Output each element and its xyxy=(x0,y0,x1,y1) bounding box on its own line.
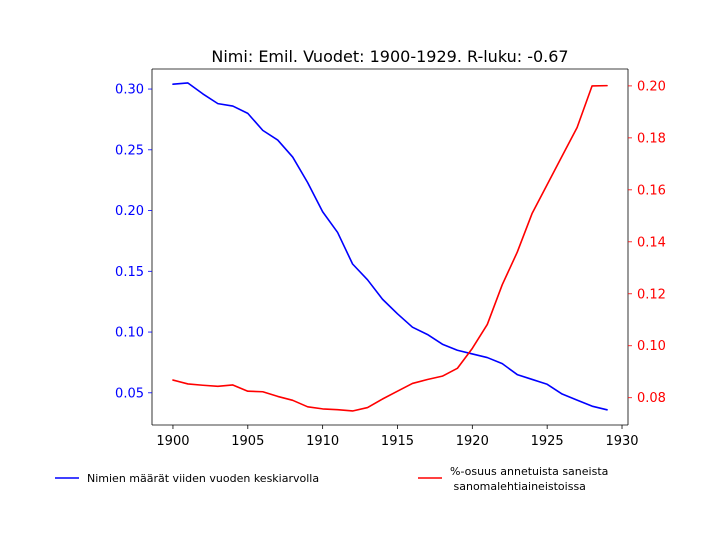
left-y-tick-label-0.20: 0.20 xyxy=(115,204,144,219)
left-y-tick-label-0.30: 0.30 xyxy=(115,83,144,98)
right-y-tick-label-0.10: 0.10 xyxy=(637,339,666,354)
chart-title: Nimi: Emil. Vuodet: 1900-1929. R-luku: -… xyxy=(211,47,568,66)
right-y-tick-label-0.08: 0.08 xyxy=(637,391,666,406)
right-y-tick-label-0.14: 0.14 xyxy=(637,235,666,250)
x-tick-label-1930: 1930 xyxy=(605,434,638,449)
x-tick-label-1905: 1905 xyxy=(231,434,264,449)
x-tick-label-1910: 1910 xyxy=(306,434,339,449)
x-tick-label-1920: 1920 xyxy=(456,434,489,449)
left-y-tick-label-0.10: 0.10 xyxy=(115,326,144,341)
left-y-tick-label-0.25: 0.25 xyxy=(115,143,144,158)
plot-area: 1900 1905 1910 1915 1920 1925 1930 0.05 0.10 0.15… xyxy=(115,68,666,449)
legend-label-2: %-osuus annetuista saneista sanomalehtia… xyxy=(450,465,608,493)
series-line-1 xyxy=(172,82,608,411)
right-y-tick-label-0.20: 0.20 xyxy=(637,79,666,94)
series-line-2 xyxy=(172,84,608,412)
x-tick-label-1925: 1925 xyxy=(531,434,564,449)
legend: Nimien määrät viiden vuoden keskiarvolla… xyxy=(55,465,608,493)
right-y-tick-label-0.18: 0.18 xyxy=(637,131,666,146)
x-tick-label-1915: 1915 xyxy=(381,434,414,449)
right-y-tick-label-0.16: 0.16 xyxy=(637,183,666,198)
left-y-tick-label-0.15: 0.15 xyxy=(115,265,144,280)
x-tick-label-1900: 1900 xyxy=(156,434,189,449)
right-y-tick-label-0.12: 0.12 xyxy=(637,287,666,302)
left-y-tick-label-0.05: 0.05 xyxy=(115,386,144,401)
legend-label-1: Nimien määrät viiden vuoden keskiarvolla xyxy=(87,472,319,485)
